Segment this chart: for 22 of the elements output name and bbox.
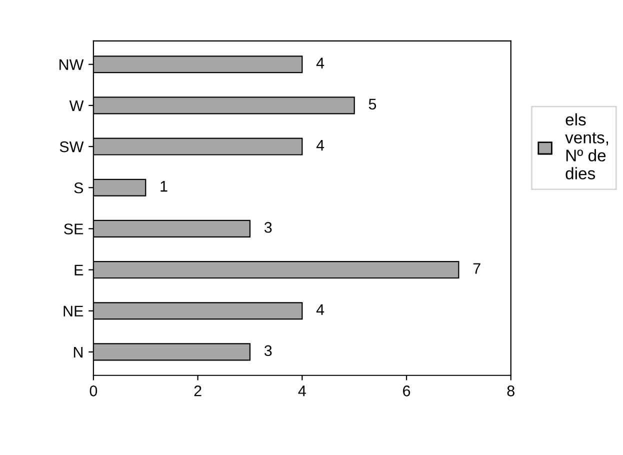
x-tick-label: 6	[403, 386, 410, 396]
legend-label: els vents, Nº de dies	[565, 113, 608, 180]
data-label: 3	[264, 222, 272, 233]
data-label: 7	[473, 263, 480, 274]
data-label: 3	[264, 345, 272, 356]
data-label: 5	[368, 98, 376, 110]
y-tick-label: SE	[64, 224, 84, 234]
data-label: 4	[316, 58, 324, 68]
y-tick-label: NW	[60, 59, 84, 70]
y-tick-label: W	[69, 100, 84, 111]
y-tick-label: N	[74, 346, 82, 358]
x-tick-label: 8	[507, 386, 514, 396]
data-label: 4	[316, 140, 324, 150]
y-tick-label: E	[74, 264, 84, 276]
x-tick-label: 2	[194, 386, 202, 396]
data-label: 4	[316, 304, 324, 315]
y-tick-label: SW	[60, 141, 84, 152]
y-tick-label: NE	[64, 306, 84, 316]
data-label: 1	[160, 181, 168, 192]
x-tick-label: 0	[90, 386, 98, 396]
y-tick-label: S	[74, 182, 84, 194]
x-tick-label: 4	[298, 386, 306, 396]
